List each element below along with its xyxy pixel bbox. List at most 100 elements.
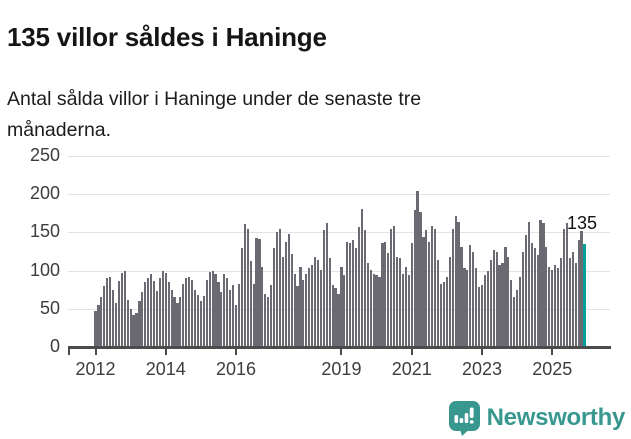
bar [211,270,214,347]
bar [413,210,416,347]
bar [132,314,135,347]
bar [229,289,232,347]
x-tick [480,348,483,355]
bar [284,241,287,347]
bar [252,283,255,347]
bar [501,262,504,347]
bar [466,269,469,347]
bar [164,272,167,347]
bar [150,274,153,347]
bar [498,265,501,347]
bar [196,295,200,347]
bar [264,293,267,347]
bar [120,272,123,347]
bar [434,228,437,347]
bar [516,289,519,347]
bar [270,285,273,347]
bar [571,251,574,347]
bar [249,261,252,347]
newsworthy-wordmark: Newsworthy [486,404,626,431]
gridline [68,194,610,196]
bar [398,258,402,347]
bar [290,253,293,347]
bar [152,280,156,347]
chart-subtitle: Antal sålda villor i Haninge under de se… [7,87,422,142]
bar [475,268,478,347]
bar [472,251,475,347]
bar [346,241,349,347]
bar [542,223,545,347]
bar [378,276,381,347]
bar [167,282,170,347]
x-tick-label: 2021 [391,359,432,379]
bar [524,234,527,347]
bar [568,258,571,347]
bar [527,221,530,347]
bar [214,273,217,347]
bar [325,223,328,347]
bar [454,216,457,347]
bar [518,276,522,347]
bar [173,296,176,347]
y-tick-label: 250 [29,145,60,165]
bar [141,292,144,347]
bar [123,271,126,347]
newsworthy-brand-link[interactable]: Newsworthy [448,400,625,436]
bar [232,285,235,347]
bar [237,283,241,347]
x-tick [94,348,97,355]
bar [205,279,208,347]
bar [390,228,393,347]
bar [577,240,580,347]
bar [489,259,492,347]
bar [234,304,238,347]
bar [135,312,138,347]
bar [170,289,173,347]
bar [305,273,308,347]
bar [179,297,182,347]
bar [246,228,249,347]
bar [404,266,407,347]
x-tick [340,348,343,355]
bar [126,299,129,347]
bar [129,308,132,347]
bar [337,293,340,347]
bar [548,266,551,347]
bar [328,258,331,347]
bar [302,279,305,347]
bar [445,276,448,347]
bar [574,262,577,347]
bar [217,282,220,347]
bar [191,279,194,347]
bar [565,223,568,347]
bar [193,289,197,347]
bar [504,246,507,347]
bar [311,265,314,347]
y-tick-label: 150 [29,221,60,242]
x-tick-label: 2025 [532,359,573,379]
bar [486,271,489,347]
x-tick-label: 2019 [321,359,362,379]
bar [369,269,372,347]
bar [243,224,246,347]
bar [375,275,378,347]
bar [419,211,422,347]
x-tick-label: 2016 [216,359,257,379]
bar [431,226,434,347]
x-tick [551,348,554,355]
x-tick [235,348,238,355]
bar [416,191,419,347]
bar [442,282,446,347]
gridline [68,232,610,234]
bar [331,285,334,347]
bar [439,283,443,347]
bar [299,266,302,347]
bar [551,269,554,347]
bar [510,279,513,347]
bar [223,274,226,347]
bar [155,291,159,347]
bar [316,259,320,347]
bar [349,243,352,347]
bar [138,301,141,347]
